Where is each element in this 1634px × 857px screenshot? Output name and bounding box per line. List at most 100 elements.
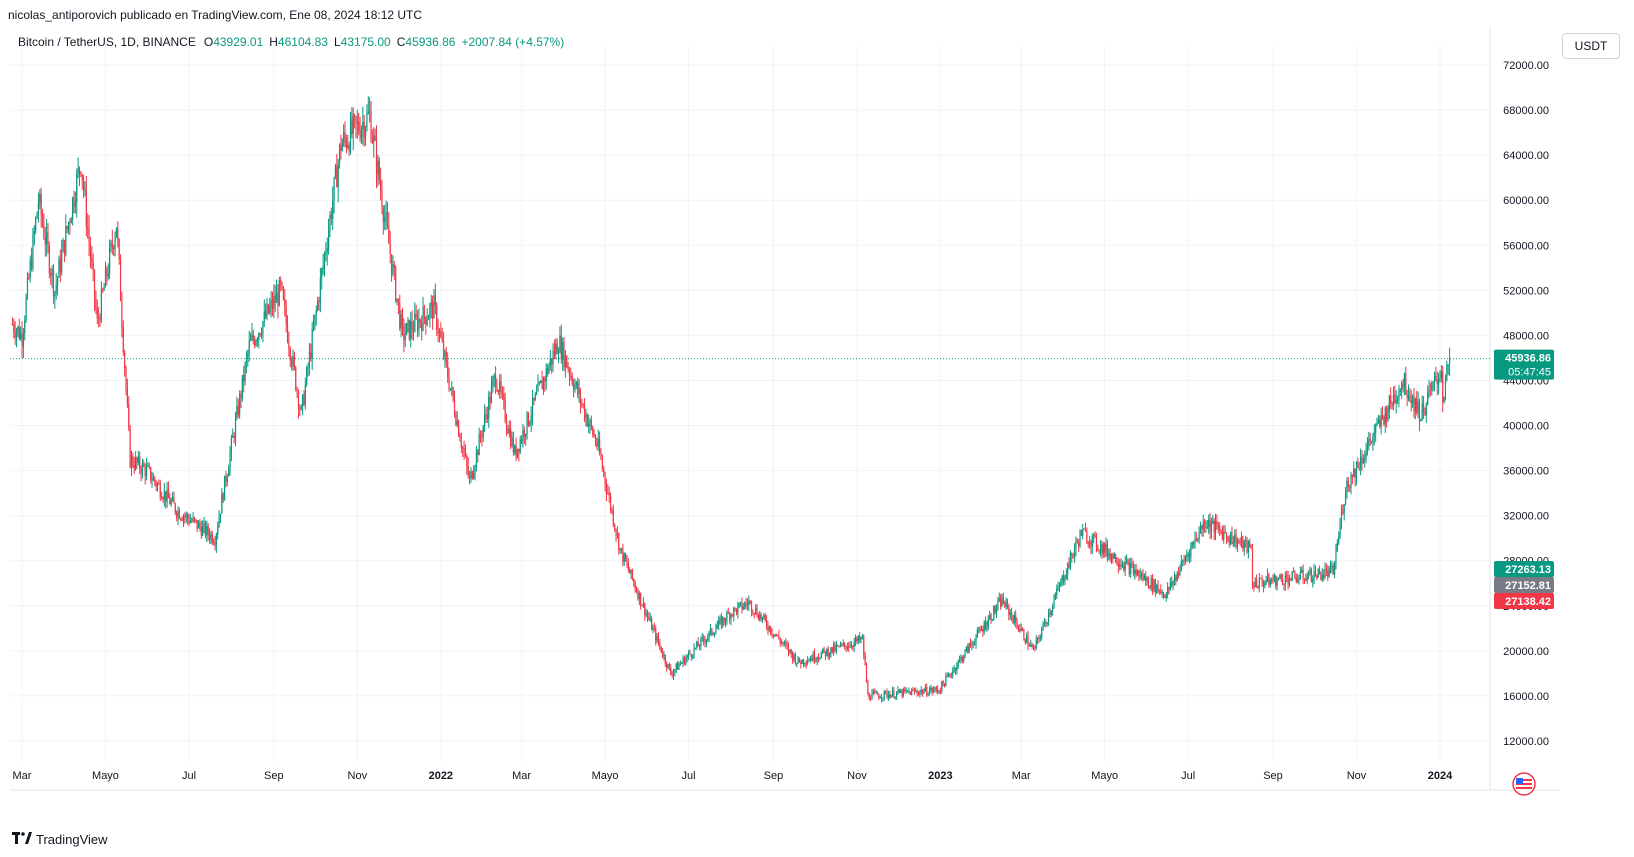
candle-body [1078, 542, 1080, 547]
candle-body [244, 363, 246, 382]
candle-body [1223, 531, 1225, 540]
candle-body [1097, 547, 1099, 550]
candle-body [1265, 581, 1267, 584]
candle-body [627, 563, 629, 570]
candle-body [1286, 575, 1288, 578]
candle-body [159, 483, 161, 498]
candle-body [640, 592, 642, 606]
candle-body [187, 514, 189, 519]
candle-body [285, 306, 287, 325]
candle-body [663, 655, 665, 657]
candle-body [945, 676, 947, 687]
y-tick-label: 20000.00 [1503, 646, 1549, 658]
candle-body [816, 657, 818, 661]
candle-body [406, 323, 408, 335]
candle-body [267, 304, 269, 313]
candle-body [176, 512, 178, 518]
candle-body [130, 456, 133, 468]
candle-body [842, 642, 844, 645]
candle-body [633, 579, 635, 584]
candle-body [682, 657, 684, 663]
candle-body [1239, 541, 1241, 543]
candle-body [646, 613, 649, 617]
candle-body [526, 412, 528, 434]
candle-body [1425, 404, 1427, 416]
candle-body [378, 160, 380, 182]
candle-body [868, 693, 870, 699]
candle-body [470, 471, 472, 479]
candle-body [991, 619, 994, 621]
candle-body [748, 601, 750, 606]
candle-body [1394, 394, 1396, 403]
candle-body [137, 456, 139, 463]
candle-body [460, 440, 462, 448]
candle-body [916, 690, 918, 694]
candle-body [1024, 639, 1026, 643]
symbol-legend: Bitcoin / TetherUS, 1D, BINANCE O43929.01… [18, 35, 570, 49]
attribution-text: nicolas_antiporovich publicado en Tradin… [8, 8, 423, 22]
candle-body [162, 498, 164, 500]
candle-body [641, 605, 643, 607]
candle-body [58, 259, 60, 278]
candle-body [24, 320, 26, 334]
candle-body [1164, 595, 1166, 598]
candle-body [1176, 572, 1178, 581]
candle-body [1235, 534, 1237, 547]
candle-body [1287, 577, 1289, 585]
candle-body [1039, 637, 1041, 639]
candle-body [871, 692, 873, 700]
candle-body [496, 385, 498, 391]
candle-body [1084, 529, 1087, 532]
candle-body [712, 634, 714, 636]
open-label: O [203, 35, 214, 49]
candle-body [961, 656, 963, 661]
tradingview-logo-icon [12, 832, 32, 847]
candle-body [544, 377, 546, 382]
candle-body [796, 662, 798, 664]
candle-body [919, 691, 921, 695]
candle-body [864, 654, 866, 666]
currency-button[interactable]: USDT [1562, 33, 1620, 59]
candle-body [327, 230, 330, 249]
candle-body [1131, 563, 1133, 566]
candle-body [853, 641, 855, 647]
candle-body [713, 633, 716, 635]
candle-body [1016, 622, 1018, 629]
candle-body [690, 654, 692, 657]
candle-body [969, 643, 972, 645]
candle-body [794, 654, 796, 664]
candle-body [1213, 520, 1215, 533]
candle-body [270, 300, 272, 307]
candle-body [39, 194, 41, 203]
candle-body [399, 302, 401, 329]
candle-body [809, 658, 811, 661]
candle-body [271, 300, 274, 309]
candle-body [248, 340, 250, 353]
candle-body [644, 603, 646, 616]
candle-body [77, 167, 79, 174]
candle-body [274, 296, 276, 303]
candle-body [1151, 578, 1154, 591]
candle-body [121, 300, 123, 327]
candle-body [317, 300, 319, 310]
candle-body [504, 399, 506, 421]
candle-body [98, 317, 100, 319]
candle-body [1049, 612, 1051, 615]
candle-body [995, 608, 998, 613]
candle-body [213, 542, 215, 544]
candle-body [542, 377, 545, 390]
candle-body [436, 305, 438, 330]
candle-body [1019, 629, 1021, 631]
candle-body [811, 658, 813, 661]
candle-body [478, 434, 480, 456]
candle-body [834, 644, 836, 651]
us-flag-icon[interactable] [1512, 772, 1536, 796]
candle-body [1399, 389, 1401, 392]
candle-body [997, 601, 999, 609]
candle-body [369, 111, 371, 113]
candle-body [1205, 526, 1207, 528]
candle-body [958, 658, 961, 661]
candle-body [726, 612, 728, 622]
candle-body [1027, 635, 1029, 646]
